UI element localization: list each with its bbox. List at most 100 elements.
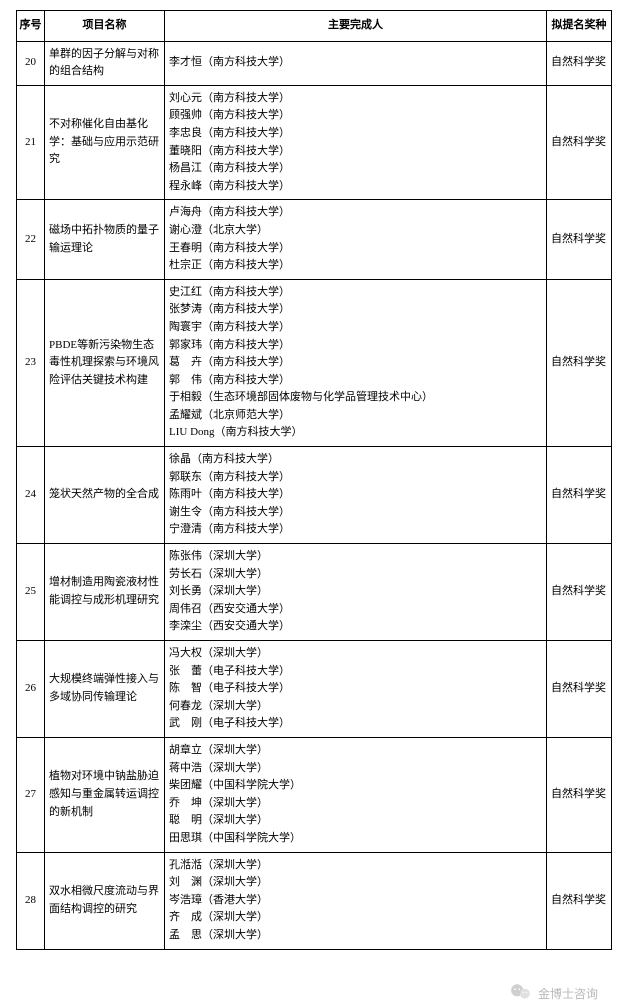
person: 刘长勇（深圳大学） bbox=[169, 583, 542, 601]
person: 劳长石（深圳大学） bbox=[169, 566, 542, 584]
person: 谢心澄（北京大学） bbox=[169, 222, 542, 240]
cell-seq: 20 bbox=[17, 41, 45, 85]
person: 史江红（南方科技大学） bbox=[169, 284, 542, 302]
cell-award: 自然科学奖 bbox=[547, 279, 612, 446]
table-row: 21不对称催化自由基化学：基础与应用示范研究刘心元（南方科技大学）顾强帅（南方科… bbox=[17, 85, 612, 200]
table-row: 23PBDE等新污染物生态毒性机理探索与环境风险评估关键技术构建史江红（南方科技… bbox=[17, 279, 612, 446]
header-people: 主要完成人 bbox=[165, 11, 547, 42]
person: 陈张伟（深圳大学） bbox=[169, 548, 542, 566]
footer: 金博士咨询 bbox=[0, 974, 628, 1004]
cell-people: 李才恒（南方科技大学） bbox=[165, 41, 547, 85]
table-row: 22磁场中拓扑物质的量子输运理论卢海舟（南方科技大学）谢心澄（北京大学）王春明（… bbox=[17, 200, 612, 279]
table-row: 20单群的因子分解与对称的组合结构李才恒（南方科技大学） 自然科学奖 bbox=[17, 41, 612, 85]
cell-award: 自然科学奖 bbox=[547, 447, 612, 544]
cell-people: 刘心元（南方科技大学）顾强帅（南方科技大学）李忠良（南方科技大学）董晓阳（南方科… bbox=[165, 85, 547, 200]
cell-seq: 24 bbox=[17, 447, 45, 544]
person: 于相毅（生态环境部固体废物与化学品管理技术中心） bbox=[169, 389, 542, 407]
cell-people: 陈张伟（深圳大学）劳长石（深圳大学）刘长勇（深圳大学）周伟召（西安交通大学）李滦… bbox=[165, 544, 547, 641]
wechat-icon bbox=[510, 983, 532, 1004]
header-seq: 序号 bbox=[17, 11, 45, 42]
person: 郭 伟（南方科技大学） bbox=[169, 372, 542, 390]
person: 郭联东（南方科技大学） bbox=[169, 469, 542, 487]
person: 孔湉湉（深圳大学） bbox=[169, 857, 542, 875]
person: 程永峰（南方科技大学） bbox=[169, 178, 542, 196]
header-award: 拟提名奖种 bbox=[547, 11, 612, 42]
wechat-account: 金博士咨询 bbox=[538, 985, 598, 1002]
person: LIU Dong（南方科技大学） bbox=[169, 424, 542, 442]
cell-project-name: 笼状天然产物的全合成 bbox=[45, 447, 165, 544]
cell-award: 自然科学奖 bbox=[547, 41, 612, 85]
person: 顾强帅（南方科技大学） bbox=[169, 107, 542, 125]
cell-project-name: 增材制造用陶瓷液材性能调控与成形机理研究 bbox=[45, 544, 165, 641]
cell-people: 冯大权（深圳大学）张 蕾（电子科技大学）陈 智（电子科技大学）何春龙（深圳大学）… bbox=[165, 641, 547, 738]
cell-project-name: 不对称催化自由基化学：基础与应用示范研究 bbox=[45, 85, 165, 200]
table-header-row: 序号 项目名称 主要完成人 拟提名奖种 bbox=[17, 11, 612, 42]
person: 岑浩璋（香港大学） bbox=[169, 892, 542, 910]
person: 李滦尘（西安交通大学） bbox=[169, 618, 542, 636]
cell-people: 徐晶（南方科技大学）郭联东（南方科技大学）陈雨叶（南方科技大学）谢生令（南方科技… bbox=[165, 447, 547, 544]
table-row: 28双水相微尺度流动与界面结构调控的研究孔湉湉（深圳大学）刘 渊（深圳大学）岑浩… bbox=[17, 852, 612, 949]
person: 乔 坤（深圳大学） bbox=[169, 795, 542, 813]
person: 胡章立（深圳大学） bbox=[169, 742, 542, 760]
cell-seq: 28 bbox=[17, 852, 45, 949]
cell-seq: 21 bbox=[17, 85, 45, 200]
person: 谢生令（南方科技大学） bbox=[169, 504, 542, 522]
person: 郭家玮（南方科技大学） bbox=[169, 337, 542, 355]
person: 张 蕾（电子科技大学） bbox=[169, 663, 542, 681]
cell-award: 自然科学奖 bbox=[547, 85, 612, 200]
header-name: 项目名称 bbox=[45, 11, 165, 42]
person: 葛 卉（南方科技大学） bbox=[169, 354, 542, 372]
cell-seq: 22 bbox=[17, 200, 45, 279]
cell-project-name: 双水相微尺度流动与界面结构调控的研究 bbox=[45, 852, 165, 949]
cell-project-name: 磁场中拓扑物质的量子输运理论 bbox=[45, 200, 165, 279]
person: 蒋中浩（深圳大学） bbox=[169, 760, 542, 778]
person: 徐晶（南方科技大学） bbox=[169, 451, 542, 469]
person: 刘心元（南方科技大学） bbox=[169, 90, 542, 108]
cell-award: 自然科学奖 bbox=[547, 641, 612, 738]
person: 张梦涛（南方科技大学） bbox=[169, 301, 542, 319]
cell-seq: 26 bbox=[17, 641, 45, 738]
cell-seq: 23 bbox=[17, 279, 45, 446]
cell-seq: 27 bbox=[17, 737, 45, 852]
cell-award: 自然科学奖 bbox=[547, 544, 612, 641]
cell-people: 孔湉湉（深圳大学）刘 渊（深圳大学）岑浩璋（香港大学）齐 成（深圳大学）孟 思（… bbox=[165, 852, 547, 949]
table-row: 25增材制造用陶瓷液材性能调控与成形机理研究陈张伟（深圳大学）劳长石（深圳大学）… bbox=[17, 544, 612, 641]
table-row: 27植物对环境中钠盐胁迫感知与重金属转运调控的新机制胡章立（深圳大学）蒋中浩（深… bbox=[17, 737, 612, 852]
person: 杨昌江（南方科技大学） bbox=[169, 160, 542, 178]
person: 陈雨叶（南方科技大学） bbox=[169, 486, 542, 504]
person: 王春明（南方科技大学） bbox=[169, 240, 542, 258]
person: 陈 智（电子科技大学） bbox=[169, 680, 542, 698]
person: 李才恒（南方科技大学） bbox=[169, 54, 542, 72]
person: 田思琪（中国科学院大学） bbox=[169, 830, 542, 848]
cell-award: 自然科学奖 bbox=[547, 852, 612, 949]
wechat-watermark: 金博士咨询 bbox=[510, 983, 598, 1004]
cell-project-name: 单群的因子分解与对称的组合结构 bbox=[45, 41, 165, 85]
table-row: 26大规模终端弹性接入与多域协同传输理论冯大权（深圳大学）张 蕾（电子科技大学）… bbox=[17, 641, 612, 738]
person: 武 刚（电子科技大学） bbox=[169, 715, 542, 733]
cell-seq: 25 bbox=[17, 544, 45, 641]
person: 李忠良（南方科技大学） bbox=[169, 125, 542, 143]
person: 周伟召（西安交通大学） bbox=[169, 601, 542, 619]
person: 杜宗正（南方科技大学） bbox=[169, 257, 542, 275]
cell-award: 自然科学奖 bbox=[547, 737, 612, 852]
person: 孟耀斌（北京师范大学） bbox=[169, 407, 542, 425]
cell-project-name: 植物对环境中钠盐胁迫感知与重金属转运调控的新机制 bbox=[45, 737, 165, 852]
person: 何春龙（深圳大学） bbox=[169, 698, 542, 716]
projects-table: 序号 项目名称 主要完成人 拟提名奖种 20单群的因子分解与对称的组合结构李才恒… bbox=[16, 10, 612, 950]
person: 陶寰宇（南方科技大学） bbox=[169, 319, 542, 337]
cell-people: 史江红（南方科技大学）张梦涛（南方科技大学）陶寰宇（南方科技大学）郭家玮（南方科… bbox=[165, 279, 547, 446]
person: 宁澄清（南方科技大学） bbox=[169, 521, 542, 539]
cell-people: 卢海舟（南方科技大学）谢心澄（北京大学）王春明（南方科技大学）杜宗正（南方科技大… bbox=[165, 200, 547, 279]
person: 冯大权（深圳大学） bbox=[169, 645, 542, 663]
person: 董晓阳（南方科技大学） bbox=[169, 143, 542, 161]
person: 聪 明（深圳大学） bbox=[169, 812, 542, 830]
table-row: 24笼状天然产物的全合成徐晶（南方科技大学）郭联东（南方科技大学）陈雨叶（南方科… bbox=[17, 447, 612, 544]
cell-award: 自然科学奖 bbox=[547, 200, 612, 279]
person: 孟 思（深圳大学） bbox=[169, 927, 542, 945]
person: 刘 渊（深圳大学） bbox=[169, 874, 542, 892]
cell-project-name: PBDE等新污染物生态毒性机理探索与环境风险评估关键技术构建 bbox=[45, 279, 165, 446]
person: 柴团耀（中国科学院大学） bbox=[169, 777, 542, 795]
cell-people: 胡章立（深圳大学）蒋中浩（深圳大学）柴团耀（中国科学院大学）乔 坤（深圳大学）聪… bbox=[165, 737, 547, 852]
person: 齐 成（深圳大学） bbox=[169, 909, 542, 927]
cell-project-name: 大规模终端弹性接入与多域协同传输理论 bbox=[45, 641, 165, 738]
